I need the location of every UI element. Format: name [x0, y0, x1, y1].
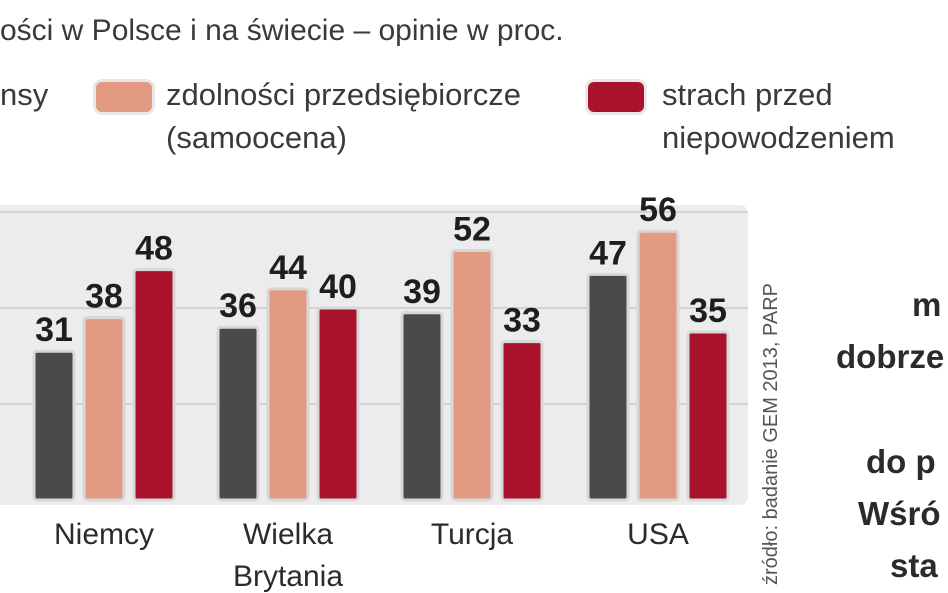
side-text-2: dobrze: [836, 338, 945, 375]
legend-label-series-1: nsy: [0, 77, 49, 112]
data-label-0-0: 31: [35, 311, 73, 349]
side-text-4: Wśró: [858, 495, 941, 532]
bar-2-0: [400, 311, 444, 502]
legend-swatch-series-2: [96, 82, 152, 112]
bar-1-1: [266, 287, 310, 502]
bar-2-2: [500, 340, 544, 502]
data-label-1-1: 44: [269, 249, 307, 287]
data-label-1-2: 40: [319, 268, 357, 306]
bar-3-0: [586, 272, 630, 502]
bar-0-0: [32, 349, 76, 502]
side-text-5: sta: [890, 547, 938, 584]
data-label-3-1: 56: [639, 191, 677, 229]
source-note: źródło: badanie GEM 2013, PARP: [760, 282, 782, 585]
legend-swatch-series-3: [588, 82, 644, 112]
bar-3-2: [686, 330, 730, 502]
data-label-2-1: 52: [453, 210, 491, 248]
bar-2-1: [450, 248, 494, 502]
side-text-3: do p: [866, 443, 936, 480]
bar-3-1: [636, 229, 680, 502]
data-label-0-2: 48: [135, 230, 173, 268]
data-label-3-2: 35: [689, 292, 727, 330]
legend-label-series-2-line-2: (samoocena): [166, 120, 347, 155]
side-text-1: m: [912, 286, 942, 323]
category-label-1-0: Wielka: [243, 518, 333, 551]
data-label-2-0: 39: [403, 273, 441, 311]
category-label-1-1: Brytania: [233, 560, 343, 593]
chart-title: ości w Polsce i na świecie – opinie w pr…: [0, 14, 564, 47]
bar-1-0: [216, 325, 260, 502]
bar-0-2: [132, 268, 176, 502]
category-label-2-0: Turcja: [431, 518, 514, 551]
bar-0-1: [82, 316, 126, 502]
category-label-0-0: Niemcy: [54, 518, 154, 551]
data-label-0-1: 38: [85, 278, 123, 316]
category-label-3-0: USA: [627, 518, 689, 551]
data-label-2-2: 33: [503, 302, 541, 340]
legend-label-series-3-line-1: strach przed: [662, 77, 833, 112]
data-label-3-0: 47: [589, 234, 627, 272]
legend-label-series-3-line-2: niepowodzeniem: [662, 120, 895, 155]
legend-label-series-2-line-1: zdolności przedsiębiorcze: [166, 77, 521, 112]
data-label-1-0: 36: [219, 287, 257, 325]
bar-1-2: [316, 306, 360, 502]
